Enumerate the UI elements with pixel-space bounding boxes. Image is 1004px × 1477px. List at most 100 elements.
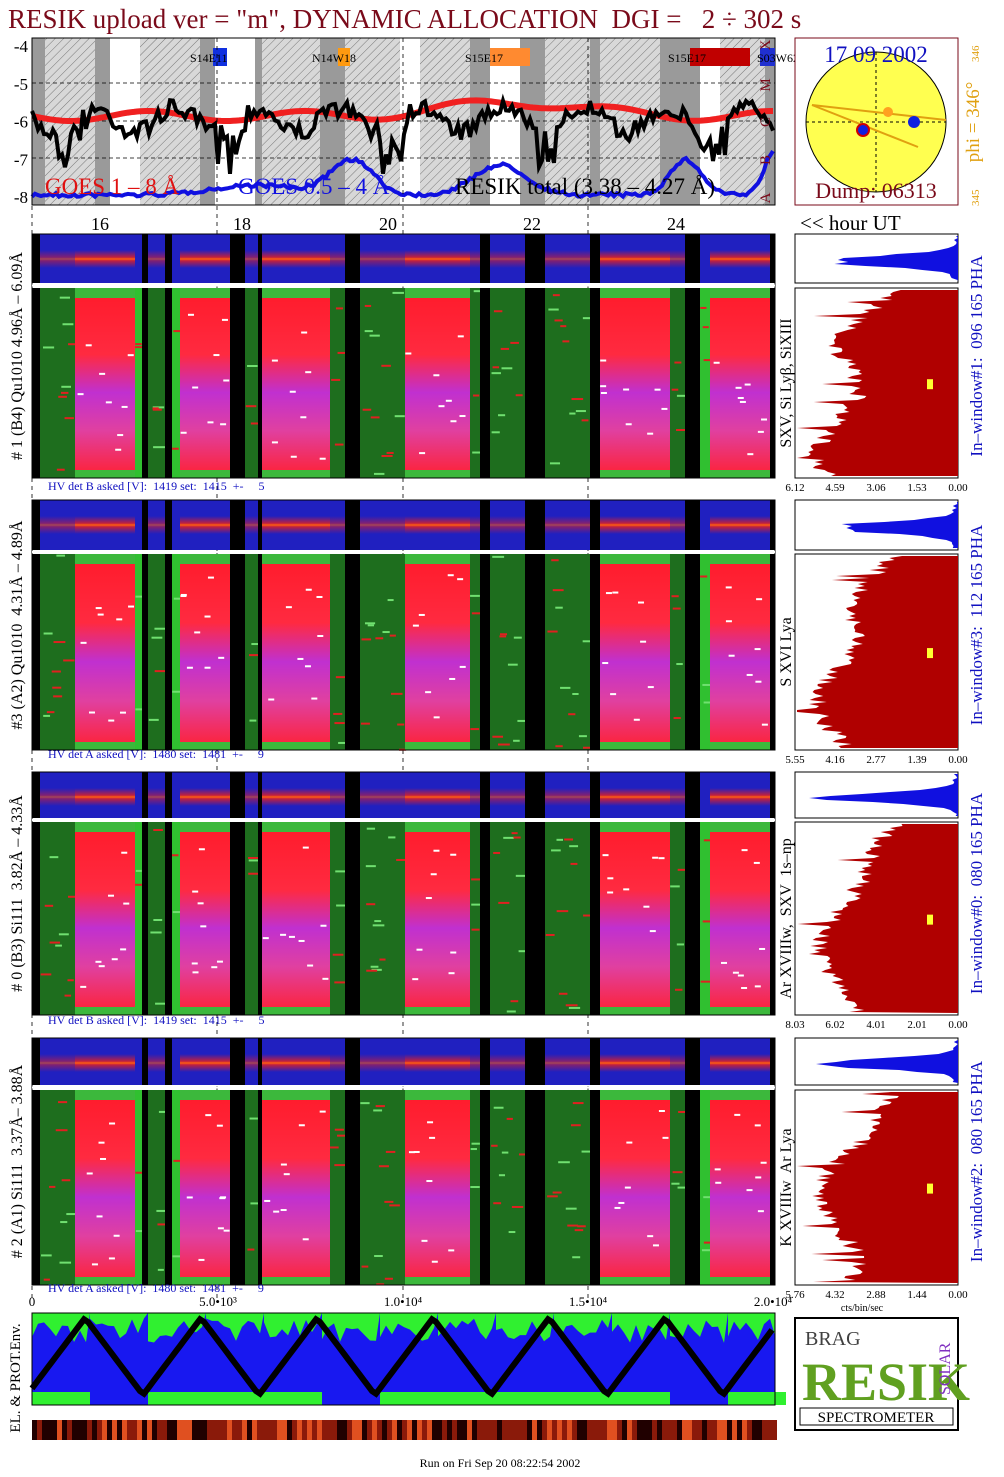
speckle (192, 386, 199, 389)
speckle (757, 1210, 764, 1213)
env-tick: 2.0•10⁴ (754, 1294, 793, 1309)
streak (364, 304, 372, 307)
streak (500, 347, 510, 350)
env-intensity (462, 1420, 467, 1440)
detector-label: # 1 (B4) Qu1010 4.96Å – 6.09Å (8, 252, 26, 460)
spectrum-tick: 0.00 (948, 1019, 968, 1031)
streak (245, 405, 257, 408)
spectrogram-cell (345, 822, 360, 1015)
streak (248, 872, 260, 875)
spectrum-tick: 1.39 (907, 754, 927, 766)
spectrum-tick: 1.44 (907, 1289, 927, 1301)
streak (506, 1010, 516, 1013)
speckle (298, 1124, 305, 1127)
spectrogram-edge (600, 1090, 670, 1100)
speckle (301, 331, 308, 334)
env-intensity (432, 1420, 437, 1440)
streak (675, 988, 683, 991)
streak (389, 1204, 400, 1207)
spectrogram-frame (31, 771, 776, 1016)
speckle (264, 1199, 271, 1202)
env-intensity (497, 1420, 502, 1440)
streak (568, 1006, 581, 1009)
speckle (273, 1210, 280, 1213)
streak (582, 317, 592, 320)
strip-cell (590, 1038, 600, 1085)
spectrogram-cell (670, 1090, 685, 1285)
goes-background (420, 38, 470, 205)
env-frame (31, 1312, 776, 1406)
speckle (207, 576, 214, 579)
strip-cell (258, 234, 262, 283)
speckle (98, 1141, 105, 1144)
strip-line (148, 788, 165, 806)
env-intensity (492, 1420, 497, 1440)
env-intensity (167, 1420, 172, 1440)
strip-cell (32, 772, 40, 818)
env-region (148, 1392, 206, 1405)
region-label: S15E17 (465, 51, 503, 65)
env-intensity (372, 1420, 377, 1440)
streak (248, 857, 260, 860)
spectrogram-edge (75, 554, 135, 564)
spectrogram-cell (142, 822, 148, 1015)
env-tick: 5.0•10³ (199, 1294, 237, 1309)
spectrogram-cell (172, 554, 180, 750)
streak (56, 468, 65, 471)
speckle (200, 925, 207, 928)
spectrum-tick: 0.00 (948, 482, 968, 494)
window-label: In–window#2: 080 165 PHA (967, 1060, 986, 1262)
strip-cell (590, 772, 600, 818)
speckle (732, 971, 739, 974)
strip-cell (480, 234, 490, 283)
strip-line (405, 516, 470, 534)
env-intensity (452, 1420, 457, 1440)
line-label: Ar XVIIIw, SXV 1s–np (778, 838, 795, 998)
hv-setting: HV det A asked [V]: 1480 set: 1481 +- 9 (48, 747, 264, 761)
y-tick-label: -4 (14, 37, 29, 56)
speckle (285, 606, 292, 609)
spectrum-tick: 6.12 (785, 482, 804, 494)
spectrum-tick: 2.01 (907, 1019, 926, 1031)
streak (513, 636, 522, 639)
streak (374, 1255, 383, 1258)
streak (247, 365, 258, 368)
env-intensity (607, 1420, 612, 1440)
env-intensity (217, 1420, 222, 1440)
strip-line (600, 788, 670, 806)
speckle (737, 396, 744, 399)
spectrogram-cell (525, 554, 545, 750)
env-intensity (687, 1420, 692, 1440)
env-intensity (122, 1420, 127, 1440)
env-intensity (427, 1420, 432, 1440)
speckle (416, 948, 423, 951)
streak (58, 933, 69, 936)
strip-cell (165, 234, 172, 283)
spectrogram-edge (262, 470, 330, 478)
env-intensity (227, 1420, 232, 1440)
speckle (109, 1122, 116, 1125)
pha-histogram (834, 236, 958, 281)
streak (473, 290, 486, 293)
streak (366, 969, 378, 972)
streak (673, 717, 681, 720)
env-intensity (32, 1420, 37, 1440)
spectrogram-cell (700, 288, 710, 478)
speckle (289, 390, 296, 393)
streak (471, 903, 482, 906)
streak (570, 1124, 581, 1127)
streak (677, 1186, 689, 1189)
strip-cell (230, 772, 245, 818)
spectrogram-edge (405, 1007, 470, 1015)
spectrogram-edge (710, 742, 770, 750)
env-intensity (617, 1420, 622, 1440)
env-intensity (552, 1420, 557, 1440)
strip-line (330, 250, 345, 268)
streak (510, 341, 519, 344)
spectrum-tick: 4.16 (825, 754, 845, 766)
spectrum-tick: 4.01 (866, 1019, 885, 1031)
streak (60, 391, 69, 394)
legend-entry: GOES 0.5 – 4 Å (238, 174, 390, 199)
speckle (759, 947, 766, 950)
